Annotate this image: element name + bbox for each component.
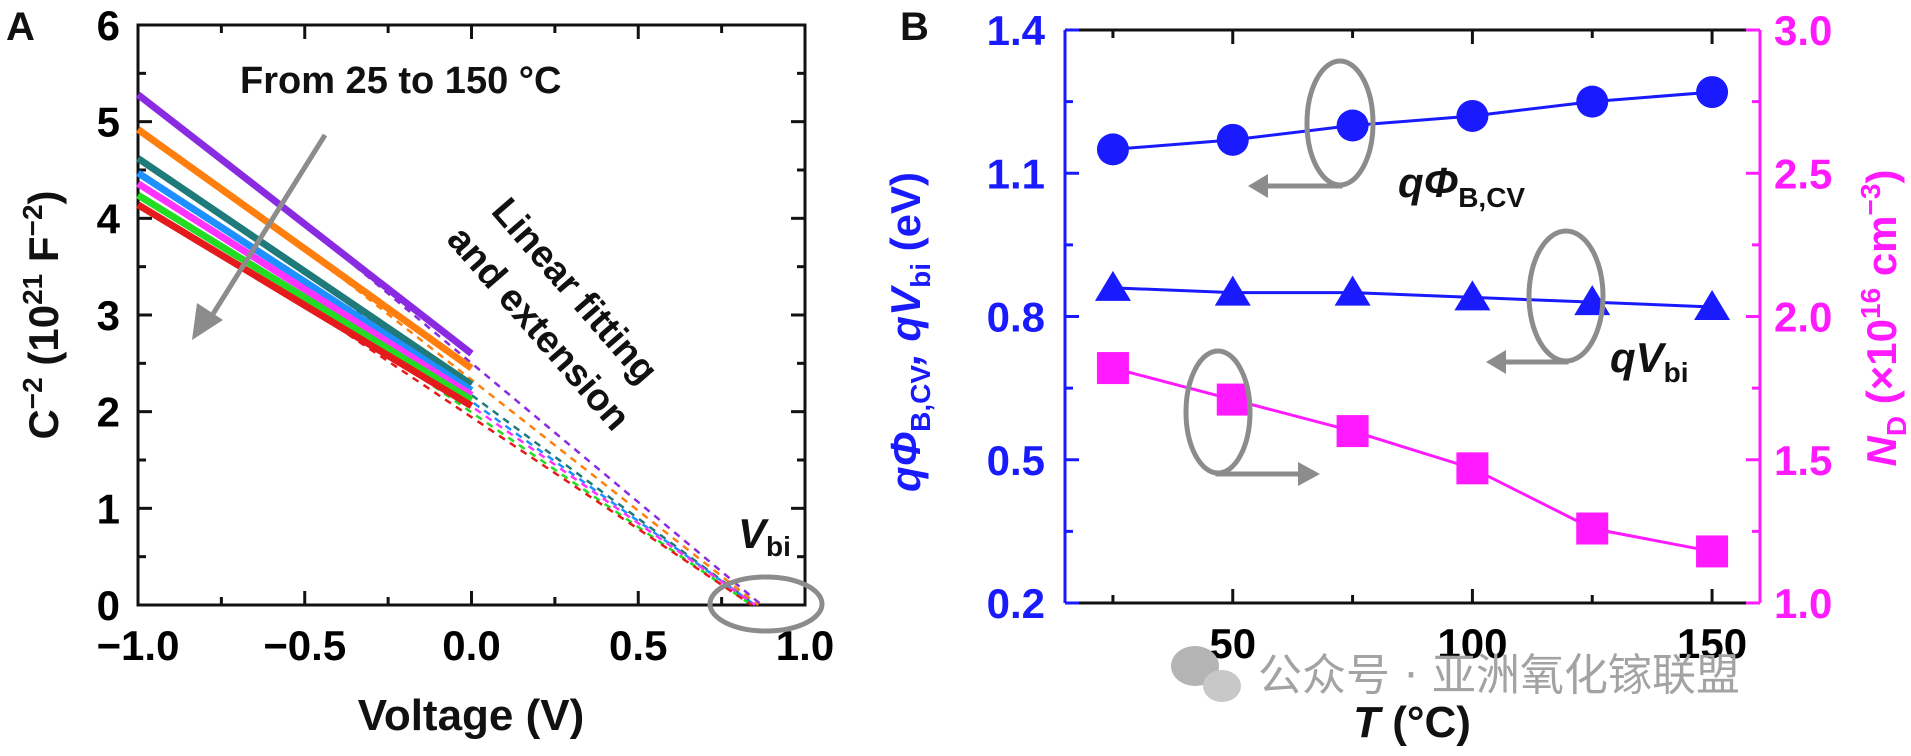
panel-a-series [135, 91, 763, 607]
b-nd-point [1096, 352, 1129, 385]
a-measured-line [136, 192, 474, 404]
a-x-tick-label: 0.5 [609, 622, 667, 669]
b-right-axis-label: ND (×1016 cm−3) [1855, 170, 1911, 467]
panel-b-label: B [900, 5, 929, 49]
b-nd-point [1576, 512, 1609, 545]
b-right-tick-label: 2.0 [1774, 294, 1832, 341]
a-fit-annotation: Linear fitting and extension [439, 190, 666, 438]
a-x-axis-label: Voltage (V) [358, 691, 585, 740]
b-vbi-point [1694, 289, 1731, 320]
watermark: 公众号 · 亚洲氧化镓联盟 [1171, 646, 1740, 702]
b-left-tick-label: 0.5 [987, 437, 1045, 484]
a-x-tick-label: 0.0 [442, 622, 500, 669]
a-y-tick-label: 2 [97, 389, 120, 436]
b-left-tick-label: 1.4 [987, 7, 1046, 54]
b-right-tick-label: 1.5 [1774, 437, 1832, 484]
a-y-tick-label: 5 [97, 99, 120, 146]
b-vbi-point [1454, 280, 1491, 311]
b-phi-point [1336, 109, 1369, 142]
b-vbi-point [1214, 275, 1251, 306]
b-left-tick-label: 0.2 [987, 580, 1045, 627]
a-vbi-label: Vbi [738, 510, 791, 562]
b-phi-point [1576, 85, 1609, 118]
b-nd-point [1336, 415, 1369, 448]
panel-a-ticks [136, 23, 807, 607]
b-nd-arrowhead [1298, 462, 1320, 486]
b-x-tick-label: 100 [1437, 620, 1507, 667]
a-x-tick-label: −1.0 [97, 622, 180, 669]
b-series-line [1112, 366, 1713, 553]
b-vbi-arrowhead [1486, 350, 1506, 374]
a-measured-line [136, 169, 474, 394]
panel-b-ticks [1065, 28, 1760, 605]
a-measured-line [136, 180, 474, 399]
wechat-icon-small [1203, 670, 1241, 702]
a-measured-line [135, 91, 474, 357]
a-x-tick-label: −0.5 [263, 622, 346, 669]
a-temperature-arrow [205, 133, 328, 324]
b-series-line [1112, 286, 1713, 309]
b-vbi-label: qVbi [1610, 334, 1689, 388]
b-phi-point [1216, 123, 1249, 156]
b-x-axis-label: T (°C) [1353, 698, 1471, 747]
a-y-tick-label: 3 [97, 292, 120, 339]
b-phi-label: qΦB,CV [1398, 159, 1525, 213]
wechat-icon [1171, 646, 1219, 686]
b-phi-point [1096, 133, 1129, 166]
b-right-tick-label: 3.0 [1774, 7, 1832, 54]
a-measured-line [135, 126, 474, 372]
b-vbi-arrow [1502, 359, 1569, 365]
a-fit-extension-line [303, 223, 763, 606]
a-temperature-arrowhead [192, 303, 223, 340]
b-left-tick-label: 0.8 [987, 294, 1045, 341]
a-y-tick-label: 6 [97, 2, 120, 49]
a-fit-extension-line [304, 304, 753, 607]
a-measured-line [136, 155, 474, 388]
panel-b-x-tick-labels: 50 100 150 [1209, 620, 1747, 667]
a-measured-line [136, 201, 474, 409]
b-vbi-point [1094, 270, 1131, 301]
a-temperature-note: From 25 to 150 °C [240, 60, 561, 102]
panel-a-x-tick-labels: −1.0 −0.5 0.0 0.5 1.0 [97, 622, 835, 669]
a-fit-extension-line [303, 247, 760, 606]
a-y-tick-label: 4 [97, 195, 121, 242]
b-nd-point [1696, 535, 1729, 568]
b-left-tick-label: 1.1 [987, 150, 1045, 197]
panel-b-left-tick-labels: 0.2 0.5 0.8 1.1 1.4 [987, 7, 1046, 627]
a-y-tick-label: 0 [97, 582, 120, 629]
panel-b-series [1094, 76, 1731, 568]
panel-a-y-tick-labels: 0 1 2 3 4 5 6 [97, 2, 121, 629]
b-phi-point [1456, 99, 1489, 132]
b-series-line [1112, 90, 1713, 151]
b-x-tick-label: 150 [1677, 620, 1747, 667]
panel-b: B 50 100 150 0.2 0.5 0.8 1.1 1.4 1.0 1.5… [882, 5, 1911, 747]
watermark-text: 公众号 · 亚洲氧化镓联盟 [1258, 650, 1740, 701]
b-left-axis-label: qΦB,CV, qVbi (eV) [882, 172, 936, 492]
b-right-tick-label: 1.0 [1774, 580, 1832, 627]
b-phi-point [1696, 76, 1729, 109]
a-y-tick-label: 1 [97, 485, 120, 532]
b-nd-point [1216, 383, 1249, 416]
panel-a: A −1.0 −0.5 0.0 0.5 1.0 0 1 2 3 4 5 6 Vo… [6, 2, 834, 740]
b-phi-arrow [1262, 183, 1343, 189]
b-nd-point [1456, 452, 1489, 485]
b-phi-arrowhead [1248, 174, 1268, 198]
a-vbi-ellipse [707, 574, 825, 634]
panel-a-label: A [6, 5, 35, 49]
panel-b-right-tick-labels: 1.0 1.5 2.0 2.5 3.0 [1774, 7, 1832, 627]
b-right-tick-label: 2.5 [1774, 150, 1832, 197]
a-y-axis-label: C−2 (1021 F−2) [17, 190, 67, 439]
panel-a-frame [136, 23, 807, 607]
b-nd-arrow [1215, 471, 1302, 477]
b-vbi-point [1334, 275, 1371, 306]
